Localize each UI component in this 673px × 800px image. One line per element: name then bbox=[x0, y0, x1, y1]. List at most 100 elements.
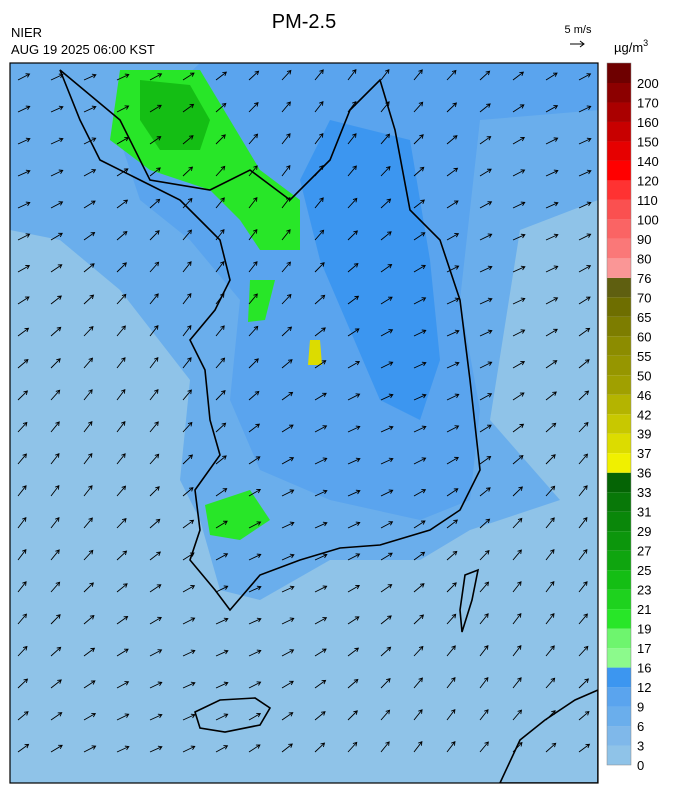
wind-arrow bbox=[446, 488, 459, 497]
wind-arrow bbox=[512, 486, 523, 497]
wind-arrow bbox=[83, 325, 94, 337]
wind-arrow bbox=[314, 457, 328, 465]
wind-arrow bbox=[347, 457, 361, 465]
wind-arrow bbox=[380, 457, 394, 465]
wind-arrow bbox=[479, 487, 491, 497]
colorbar-swatch bbox=[607, 277, 631, 298]
wind-arrow bbox=[149, 518, 161, 529]
wind-arrow bbox=[578, 137, 592, 145]
wind-arrow bbox=[50, 453, 60, 465]
wind-arrow bbox=[347, 489, 361, 497]
wind-arrow bbox=[314, 711, 326, 721]
wind-arrow bbox=[83, 357, 94, 369]
colorbar-label: 23 bbox=[637, 583, 651, 598]
wind-arrow bbox=[83, 713, 97, 721]
colorbar-label: 21 bbox=[637, 602, 651, 617]
wind-arrow bbox=[83, 389, 93, 401]
wind-arrow bbox=[215, 260, 225, 273]
colorbar-label: 39 bbox=[637, 427, 651, 442]
colorbar-label: 150 bbox=[637, 134, 659, 149]
wind-arrow bbox=[83, 680, 96, 689]
wind-arrow bbox=[380, 165, 391, 177]
wind-arrow bbox=[479, 424, 492, 433]
colorbar-label: 110 bbox=[637, 193, 658, 208]
concentration-field bbox=[300, 120, 440, 420]
colorbar-swatch bbox=[607, 570, 631, 590]
wind-arrow bbox=[83, 745, 97, 753]
wind-arrow bbox=[347, 393, 361, 401]
wind-arrow bbox=[182, 617, 196, 625]
wind-arrow bbox=[149, 421, 159, 433]
wind-arrow bbox=[314, 521, 328, 529]
colorbar-swatch bbox=[607, 394, 631, 415]
wind-arrow bbox=[512, 612, 522, 625]
wind-arrow bbox=[314, 392, 327, 401]
wind-arrow bbox=[413, 614, 425, 625]
wind-arrow bbox=[17, 678, 29, 689]
wind-arrow bbox=[380, 263, 393, 273]
wind-arrow bbox=[413, 457, 427, 465]
colorbar-swatch bbox=[607, 492, 631, 512]
wind-arrow bbox=[248, 488, 261, 497]
map-frame bbox=[9, 62, 599, 784]
wind-arrow bbox=[215, 165, 226, 177]
wind-arrow bbox=[215, 325, 225, 337]
wind-arrow bbox=[215, 553, 229, 561]
wind-arrow bbox=[413, 740, 423, 753]
wind-arrow bbox=[446, 519, 458, 529]
colorbar-label: 25 bbox=[637, 563, 651, 578]
wind-arrow bbox=[380, 521, 394, 529]
wind-arrow bbox=[413, 551, 426, 561]
wind-arrow bbox=[380, 552, 393, 561]
wind-arrow bbox=[248, 456, 261, 465]
wind-arrow bbox=[314, 425, 328, 433]
wind-arrow bbox=[314, 585, 328, 593]
wind-arrow bbox=[446, 265, 460, 273]
wind-arrow bbox=[248, 390, 260, 401]
wind-arrow bbox=[83, 200, 96, 209]
wind-arrow bbox=[281, 743, 293, 753]
wind-arrow bbox=[479, 709, 489, 721]
wind-arrow bbox=[17, 327, 30, 337]
wind-arrow bbox=[149, 261, 160, 273]
wind-arrow bbox=[248, 585, 262, 593]
colorbar-swatch bbox=[607, 297, 631, 317]
wind-arrow bbox=[347, 100, 357, 113]
wind-arrow bbox=[545, 613, 555, 625]
wind-arrow bbox=[545, 169, 559, 177]
wind-arrow bbox=[479, 549, 490, 561]
wind-arrow bbox=[578, 711, 590, 721]
wind-arrow bbox=[347, 262, 359, 273]
wind-arrow bbox=[578, 327, 591, 337]
wind-arrow bbox=[545, 360, 558, 369]
wind-arrow bbox=[17, 613, 28, 625]
land-outline bbox=[499, 689, 598, 783]
wind-arrow bbox=[149, 356, 159, 369]
colorbar-label: 170 bbox=[637, 95, 659, 110]
wind-arrow bbox=[83, 169, 97, 177]
wind-arrow bbox=[314, 553, 328, 561]
wind-arrow bbox=[116, 420, 126, 433]
colorbar-swatch bbox=[607, 141, 631, 161]
wind-arrow bbox=[281, 617, 295, 625]
wind-arrow bbox=[512, 233, 526, 241]
wind-arrow bbox=[248, 553, 262, 561]
wind-arrow bbox=[17, 265, 31, 273]
wind-arrow bbox=[446, 135, 458, 145]
wind-arrow bbox=[314, 262, 325, 273]
wind-arrow bbox=[545, 485, 556, 497]
wind-arrow bbox=[149, 230, 160, 241]
wind-arrow bbox=[446, 582, 457, 593]
wind-arrow bbox=[512, 423, 525, 433]
wind-arrow bbox=[215, 455, 227, 465]
wind-arrow bbox=[512, 581, 522, 593]
wind-arrow bbox=[446, 329, 460, 337]
wind-arrow bbox=[545, 742, 557, 753]
vector-scale-label: 5 m/s bbox=[565, 24, 592, 36]
wind-arrow bbox=[512, 104, 525, 113]
wind-arrow bbox=[578, 743, 591, 753]
wind-arrow bbox=[182, 229, 192, 241]
wind-arrow bbox=[446, 677, 456, 689]
wind-arrow bbox=[479, 103, 491, 113]
wind-arrow bbox=[248, 165, 258, 177]
